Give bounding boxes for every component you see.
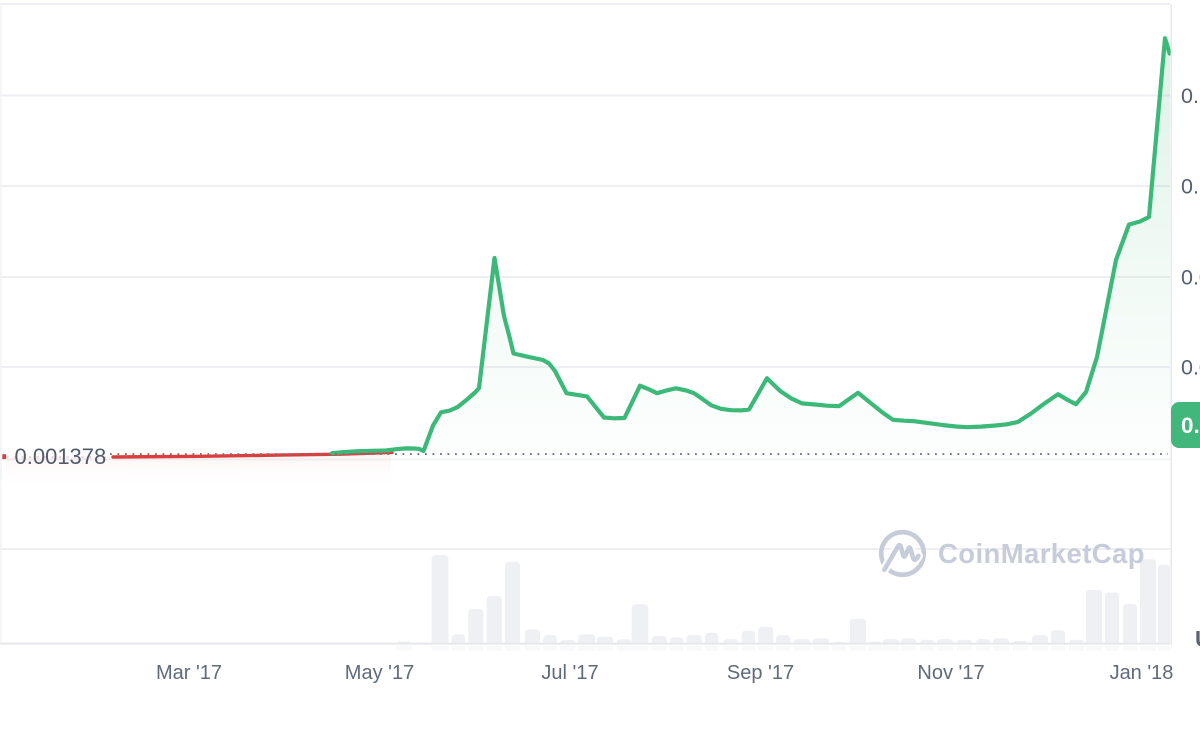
svg-text:Jul '17: Jul '17 [541, 662, 598, 684]
svg-text:0.0142: 0.0142 [1181, 413, 1200, 438]
svg-text:0.08: 0.08 [1181, 266, 1200, 290]
svg-text:Mar '17: Mar '17 [156, 662, 222, 684]
svg-text:Nov '17: Nov '17 [917, 662, 984, 684]
svg-text:0.12: 0.12 [1181, 175, 1200, 199]
svg-text:0.001378: 0.001378 [15, 444, 107, 469]
svg-text:0.16: 0.16 [1181, 84, 1200, 108]
svg-text:Sep '17: Sep '17 [727, 662, 794, 684]
svg-text:USD: USD [1195, 627, 1200, 652]
svg-text:CoinMarketCap: CoinMarketCap [938, 538, 1145, 569]
svg-text:0.04: 0.04 [1181, 356, 1200, 380]
svg-text:Jan '18: Jan '18 [1110, 662, 1174, 684]
svg-text:May '17: May '17 [345, 662, 414, 684]
